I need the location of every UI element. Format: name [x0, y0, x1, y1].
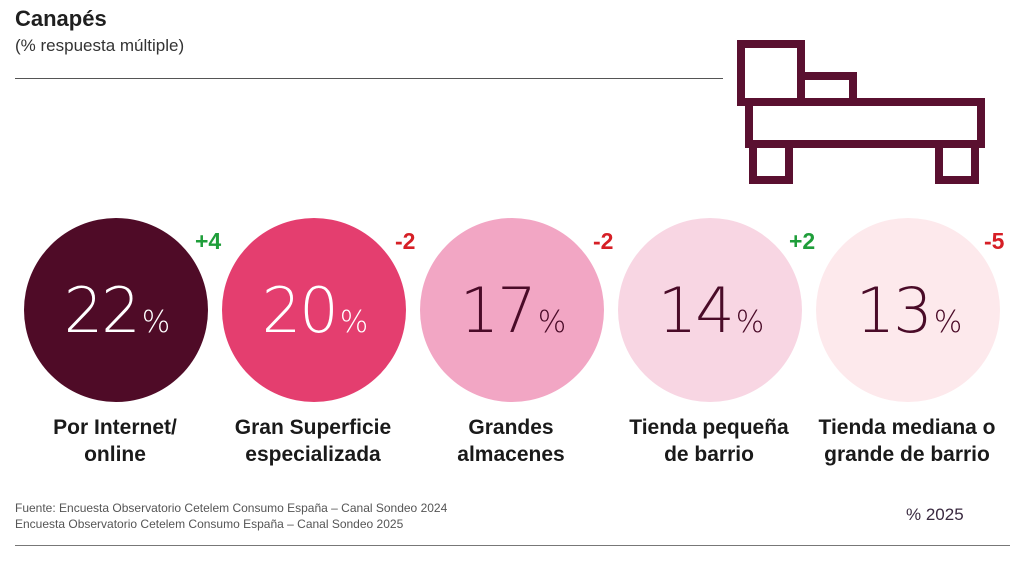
- change-indicator: -2: [395, 228, 416, 254]
- bubble-value: 17%: [459, 273, 566, 347]
- bubble-item: 13% -5 Tienda mediana o grande de barrio: [809, 218, 1004, 488]
- change-indicator: -5: [984, 228, 1005, 254]
- bubble-circle: 17%: [420, 218, 604, 402]
- source-note: Fuente: Encuesta Observatorio Cetelem Co…: [15, 500, 447, 532]
- bed-leg-right-shape: [935, 140, 979, 184]
- value-number: 14: [657, 273, 735, 347]
- category-label-line: Tienda mediana o: [818, 416, 996, 439]
- chart-subtitle: (% respuesta múltiple): [15, 36, 185, 55]
- bubble-value: 13%: [855, 273, 962, 347]
- category-label-line: online: [84, 443, 146, 466]
- chart-title: Canapés: [15, 6, 107, 31]
- change-indicator: +2: [789, 228, 816, 254]
- bubble-item: 22% +4 Por Internet/ online: [17, 218, 221, 488]
- value-number: 17: [459, 273, 537, 347]
- legend-label: % 2025: [906, 505, 964, 524]
- source-line: Fuente: Encuesta Observatorio Cetelem Co…: [15, 501, 448, 515]
- bubble-value: 20%: [261, 273, 368, 347]
- bed-icon: [737, 40, 985, 184]
- bubble-value: 22%: [63, 273, 170, 347]
- bubble-item: 17% -2 Grandes almacenes: [413, 218, 613, 488]
- bubble-item: 20% -2 Gran Superficie especializada: [215, 218, 415, 488]
- value-number: 22: [63, 273, 141, 347]
- percent-sign: %: [537, 304, 566, 340]
- category-label: Tienda mediana o grande de barrio: [797, 414, 1017, 468]
- category-label-line: Tienda pequeña: [629, 416, 789, 439]
- category-label-line: grande de barrio: [824, 443, 990, 466]
- bubble-chart: 22% +4 Por Internet/ online 20% -2 Gran …: [0, 200, 1024, 490]
- category-label: Gran Superficie especializada: [203, 414, 423, 468]
- category-label: Grandes almacenes: [401, 414, 621, 468]
- change-indicator: +4: [195, 228, 222, 254]
- value-number: 13: [855, 273, 933, 347]
- bubble-circle: 20%: [222, 218, 406, 402]
- percent-sign: %: [141, 304, 170, 340]
- top-divider: [15, 78, 723, 79]
- bed-leg-left-shape: [749, 140, 793, 184]
- bubble-value: 14%: [657, 273, 764, 347]
- value-number: 20: [261, 273, 339, 347]
- category-label-line: Por Internet/: [53, 416, 177, 439]
- category-label-line: especializada: [245, 443, 381, 466]
- bubble-circle: 13%: [816, 218, 1000, 402]
- bed-pillow-shape: [801, 72, 857, 102]
- category-label: Por Internet/ online: [5, 414, 225, 468]
- bed-mattress-shape: [745, 98, 985, 148]
- category-label-line: Gran Superficie: [234, 416, 392, 439]
- bubble-item: 14% +2 Tienda pequeña de barrio: [611, 218, 815, 488]
- bed-headboard-shape: [737, 40, 805, 106]
- change-indicator: -2: [593, 228, 614, 254]
- bottom-divider: [15, 545, 1010, 546]
- percent-sign: %: [933, 304, 962, 340]
- category-label-line: Grandes: [468, 416, 554, 439]
- percent-sign: %: [339, 304, 368, 340]
- percent-sign: %: [735, 304, 764, 340]
- source-line: Encuesta Observatorio Cetelem Consumo Es…: [15, 517, 404, 531]
- bubble-circle: 14%: [618, 218, 802, 402]
- category-label-line: almacenes: [457, 443, 565, 466]
- category-label-line: de barrio: [664, 443, 754, 466]
- bubble-circle: 22%: [24, 218, 208, 402]
- category-label: Tienda pequeña de barrio: [599, 414, 819, 468]
